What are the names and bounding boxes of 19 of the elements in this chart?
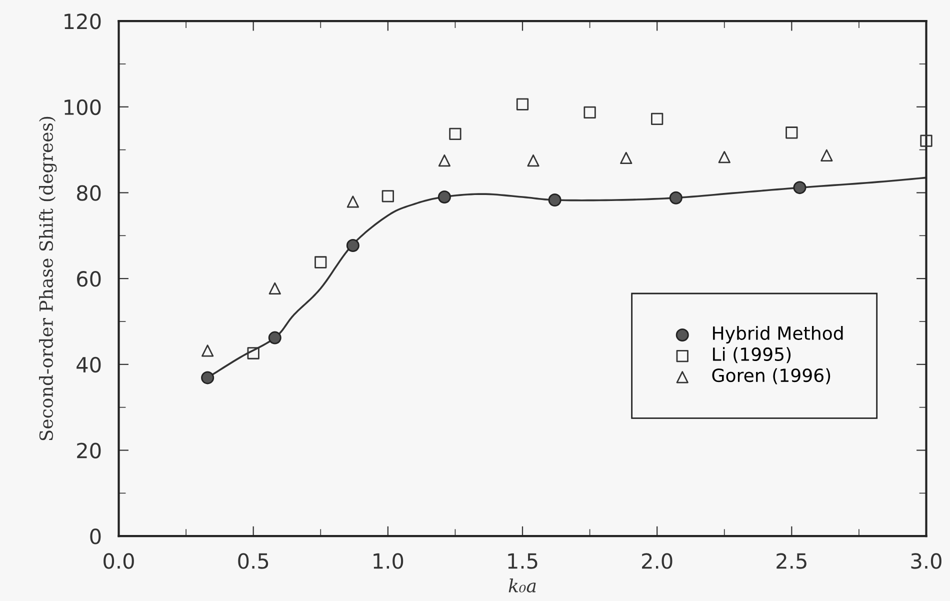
x-tick-label: 0.5 [238,553,268,569]
x-axis-title: k₀a [508,578,536,592]
y-tick-label: 20 [77,442,101,458]
x-tick-label: 3.0 [911,553,942,569]
y-tick-label: 100 [64,99,101,116]
y-tick-label: 120 [64,13,101,30]
legend-label: Goren (1996) [712,368,830,384]
x-tick-label: 1.0 [374,553,404,569]
x-tick-label: 0.0 [104,553,134,569]
y-tick-label: 80 [76,185,101,201]
y-tick-label: 40 [76,356,101,373]
y-axis-title: Second-order Phase Shift (degrees) [39,116,57,440]
y-tick-label: 0 [90,528,101,544]
x-tick-label: 2.5 [776,553,806,569]
legend-label: Li (1995) [713,347,791,364]
x-tick-label: 1.5 [508,553,538,569]
y-tick-label: 60 [77,271,101,287]
legend-label: Hybrid Method [713,326,843,344]
x-tick-label: 2.0 [642,553,672,569]
